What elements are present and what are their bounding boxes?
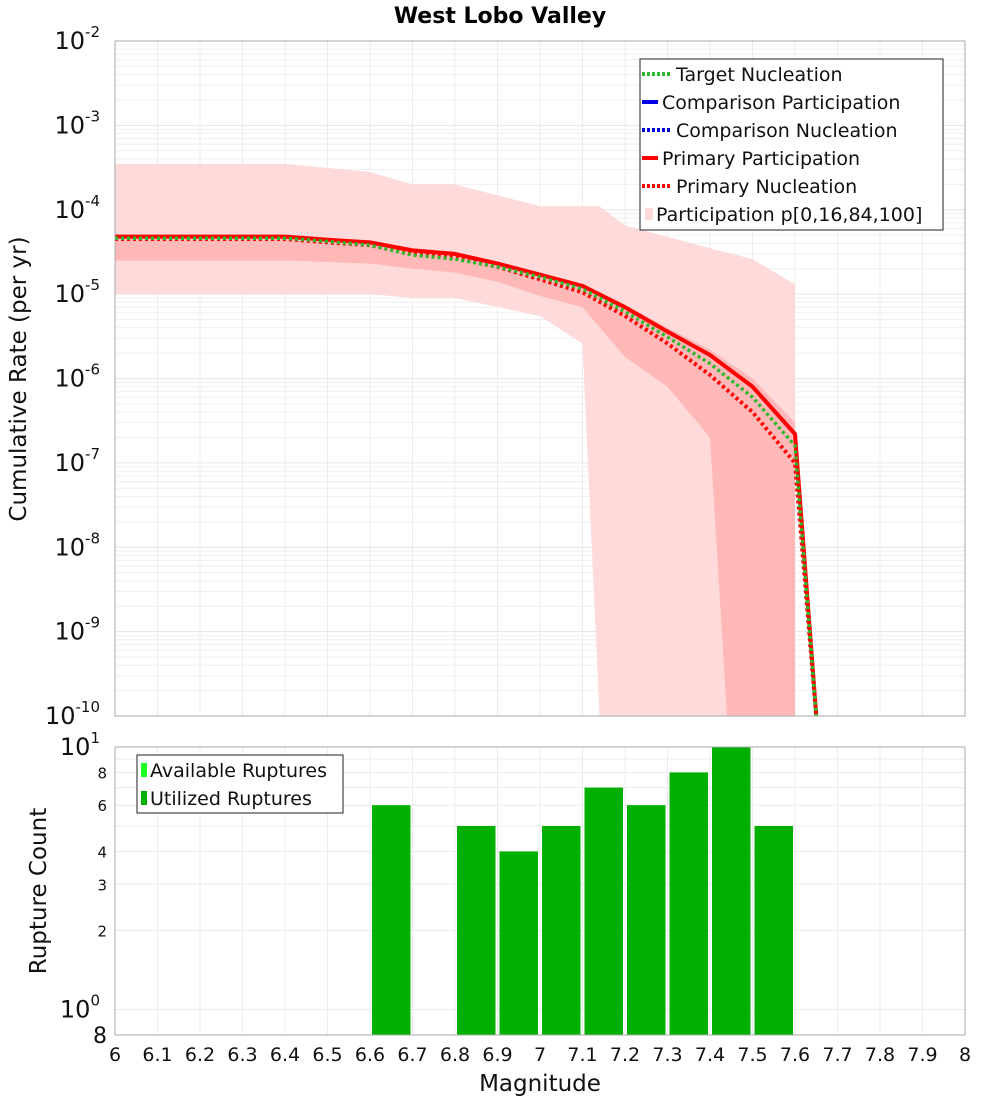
x-tick-label: 7.5 xyxy=(737,1044,767,1066)
count-y-tick-label: 2 xyxy=(97,923,107,941)
count-legend-swatch xyxy=(141,791,147,805)
y-tick-label: 10-8 xyxy=(54,529,100,561)
x-tick-label: 6 xyxy=(109,1044,121,1066)
legend-label: Comparison Nucleation xyxy=(676,120,898,142)
y-tick-label: 10-9 xyxy=(54,614,100,646)
x-tick-label: 7.3 xyxy=(652,1044,682,1066)
count-legend-swatch xyxy=(141,763,147,777)
count-y-decade-label: 101 xyxy=(60,729,100,761)
y-tick-label: 10-4 xyxy=(54,192,100,224)
participation-bands xyxy=(115,163,795,717)
series-target-nucleation xyxy=(115,236,819,717)
y-tick-label: 10-3 xyxy=(54,107,100,139)
x-tick-label: 6.3 xyxy=(227,1044,257,1066)
legend-label: Comparison Participation xyxy=(662,92,900,114)
x-tick-label: 6.7 xyxy=(397,1044,427,1066)
rate-legend: Target Nucleation Comparison Participatio… xyxy=(639,58,944,231)
legend-label: Participation p[0,16,84,100] xyxy=(656,204,922,226)
legend-swatch xyxy=(645,208,653,220)
count-y-tick-label: 4 xyxy=(97,843,107,861)
x-tick-label: 7.2 xyxy=(610,1044,640,1066)
x-tick-label: 8 xyxy=(959,1044,971,1066)
chart-title: West Lobo Valley xyxy=(394,4,606,29)
y-tick-label: 10-5 xyxy=(54,276,100,308)
x-axis-title: Magnitude xyxy=(479,1071,601,1097)
rate-plot-grid xyxy=(114,40,966,717)
band-outer-p0-p100 xyxy=(115,163,795,717)
y-tick-label: 10-7 xyxy=(54,445,100,477)
y-tick-label: 10-10 xyxy=(45,698,100,730)
count-y-tick-label: 3 xyxy=(97,876,107,894)
bar-utilized xyxy=(627,805,666,1035)
x-tick-label: 6.6 xyxy=(355,1044,385,1066)
x-tick-label: 7.9 xyxy=(907,1044,937,1066)
rate-plot-frame xyxy=(114,40,966,717)
count-y-tick-label: 8 xyxy=(97,764,107,782)
y-tick-label: 10-6 xyxy=(54,361,100,393)
bar-utilized xyxy=(372,805,411,1035)
x-tick-label: 6.4 xyxy=(270,1044,300,1066)
bar-utilized xyxy=(712,747,751,1035)
x-tick-label: 6.8 xyxy=(440,1044,470,1066)
x-tick-label: 7.1 xyxy=(567,1044,597,1066)
x-tick-label: 7.6 xyxy=(780,1044,810,1066)
x-ticks: 6 6.1 6.2 6.3 6.4 6.5 6.6 6.7 6.8 6.9 7 7.1 7.2 7.3 7.… xyxy=(109,1044,971,1066)
x-tick-label: 6.9 xyxy=(482,1044,512,1066)
count-legend-label: Available Ruptures xyxy=(150,760,327,782)
bar-utilized xyxy=(754,826,793,1035)
count-legend: Available Ruptures Utilized Ruptures xyxy=(136,754,344,814)
count-bars xyxy=(372,747,793,1035)
rate-plot: 10-2 10-3 10-4 10-5 10-6 10-7 10-8 10-9 10-10 Cu… xyxy=(6,23,966,730)
legend-label: Primary Nucleation xyxy=(676,176,857,198)
y-tick-label: 10-2 xyxy=(54,23,100,55)
bar-utilized xyxy=(457,826,496,1035)
x-tick-label: 7 xyxy=(534,1044,546,1066)
rate-legend-box xyxy=(639,58,944,231)
x-tick-label: 6.2 xyxy=(185,1044,215,1066)
count-plot-frame xyxy=(114,746,966,1036)
bar-utilized xyxy=(669,772,708,1035)
rate-y-ticks: 10-2 10-3 10-4 10-5 10-6 10-7 10-8 10-9 10-10 xyxy=(45,23,100,730)
bar-utilized xyxy=(584,787,623,1035)
count-y-bottom-label: 8 xyxy=(93,1024,107,1049)
x-tick-label: 6.1 xyxy=(142,1044,172,1066)
x-tick-label: 6.5 xyxy=(312,1044,342,1066)
legend-label: Target Nucleation xyxy=(675,64,843,86)
band-inner-p16-p84 xyxy=(115,236,795,716)
x-tick-label: 7.8 xyxy=(865,1044,895,1066)
x-tick-label: 7.4 xyxy=(695,1044,725,1066)
bar-utilized xyxy=(499,851,538,1035)
rate-y-axis-title: Cumulative Rate (per yr) xyxy=(6,236,32,521)
count-legend-label: Utilized Ruptures xyxy=(150,788,312,810)
legend-label: Primary Participation xyxy=(662,148,860,170)
count-y-axis-title: Rupture Count xyxy=(26,808,52,974)
bar-utilized xyxy=(542,826,581,1035)
rate-lines xyxy=(115,234,819,717)
count-y-decade-label: 100 xyxy=(60,992,100,1024)
count-y-tick-label: 6 xyxy=(97,797,107,815)
count-legend-box xyxy=(136,754,344,814)
x-tick-label: 7.7 xyxy=(822,1044,852,1066)
